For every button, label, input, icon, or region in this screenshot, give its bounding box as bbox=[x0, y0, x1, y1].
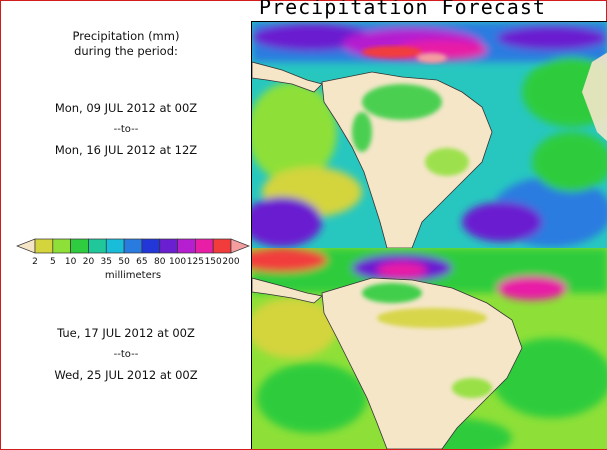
legend-swatch bbox=[195, 238, 214, 254]
period2-separator: --to-- bbox=[113, 349, 139, 360]
legend-tick-labels: 2 5 10 20 35 50 65 80 100 125 150 200 bbox=[13, 257, 253, 269]
legend-swatch bbox=[141, 238, 161, 254]
period1-separator: --to-- bbox=[113, 124, 139, 135]
legend-colorbar bbox=[16, 238, 250, 254]
legend-swatch bbox=[34, 238, 54, 254]
period1-start: Mon, 09 JUL 2012 at 00Z bbox=[54, 101, 198, 115]
legend-unit: millimeters bbox=[104, 270, 162, 281]
precip-label-line2: during the period: bbox=[74, 44, 178, 58]
legend-tick-label: 2 bbox=[32, 257, 38, 267]
legend-tick-label: 125 bbox=[186, 257, 204, 267]
period2-start: Tue, 17 JUL 2012 at 00Z bbox=[57, 326, 195, 340]
legend-swatch bbox=[159, 238, 178, 254]
legend-swatch bbox=[212, 238, 232, 254]
legend-arrow-right bbox=[230, 238, 250, 254]
legend-tick-label: 100 bbox=[168, 257, 187, 267]
legend-tick-label: 10 bbox=[64, 257, 77, 267]
legend-tick-label: 80 bbox=[153, 257, 166, 267]
legend-tick-label: 65 bbox=[136, 257, 148, 267]
forecast-map-period-2 bbox=[251, 248, 607, 449]
legend-tick-label: 200 bbox=[222, 257, 240, 267]
forecast-map-period-1 bbox=[251, 21, 607, 249]
legend-swatch bbox=[105, 238, 125, 254]
period2-end: Wed, 25 JUL 2012 at 00Z bbox=[54, 368, 198, 382]
precip-legend: 2 5 10 20 35 50 65 80 100 125 150 200 millimeters bbox=[13, 237, 253, 285]
page-title: Precipitation Forecast bbox=[259, 0, 546, 19]
legend-swatch bbox=[70, 238, 89, 254]
period1-end: Mon, 16 JUL 2012 at 12Z bbox=[54, 143, 198, 157]
legend-tick-label: 5 bbox=[49, 257, 56, 267]
legend-tick-label: 50 bbox=[118, 257, 130, 267]
legend-arrow-left bbox=[16, 238, 36, 254]
legend-swatch bbox=[177, 238, 196, 254]
legend-swatch bbox=[123, 238, 143, 254]
legend-tick-label: 35 bbox=[100, 257, 112, 267]
legend-tick-label: 150 bbox=[204, 257, 222, 267]
legend-tick-label: 20 bbox=[82, 257, 95, 267]
precip-label-line1: Precipitation (mm) bbox=[72, 29, 180, 43]
legend-swatch bbox=[52, 238, 71, 254]
legend-swatch bbox=[88, 238, 107, 254]
